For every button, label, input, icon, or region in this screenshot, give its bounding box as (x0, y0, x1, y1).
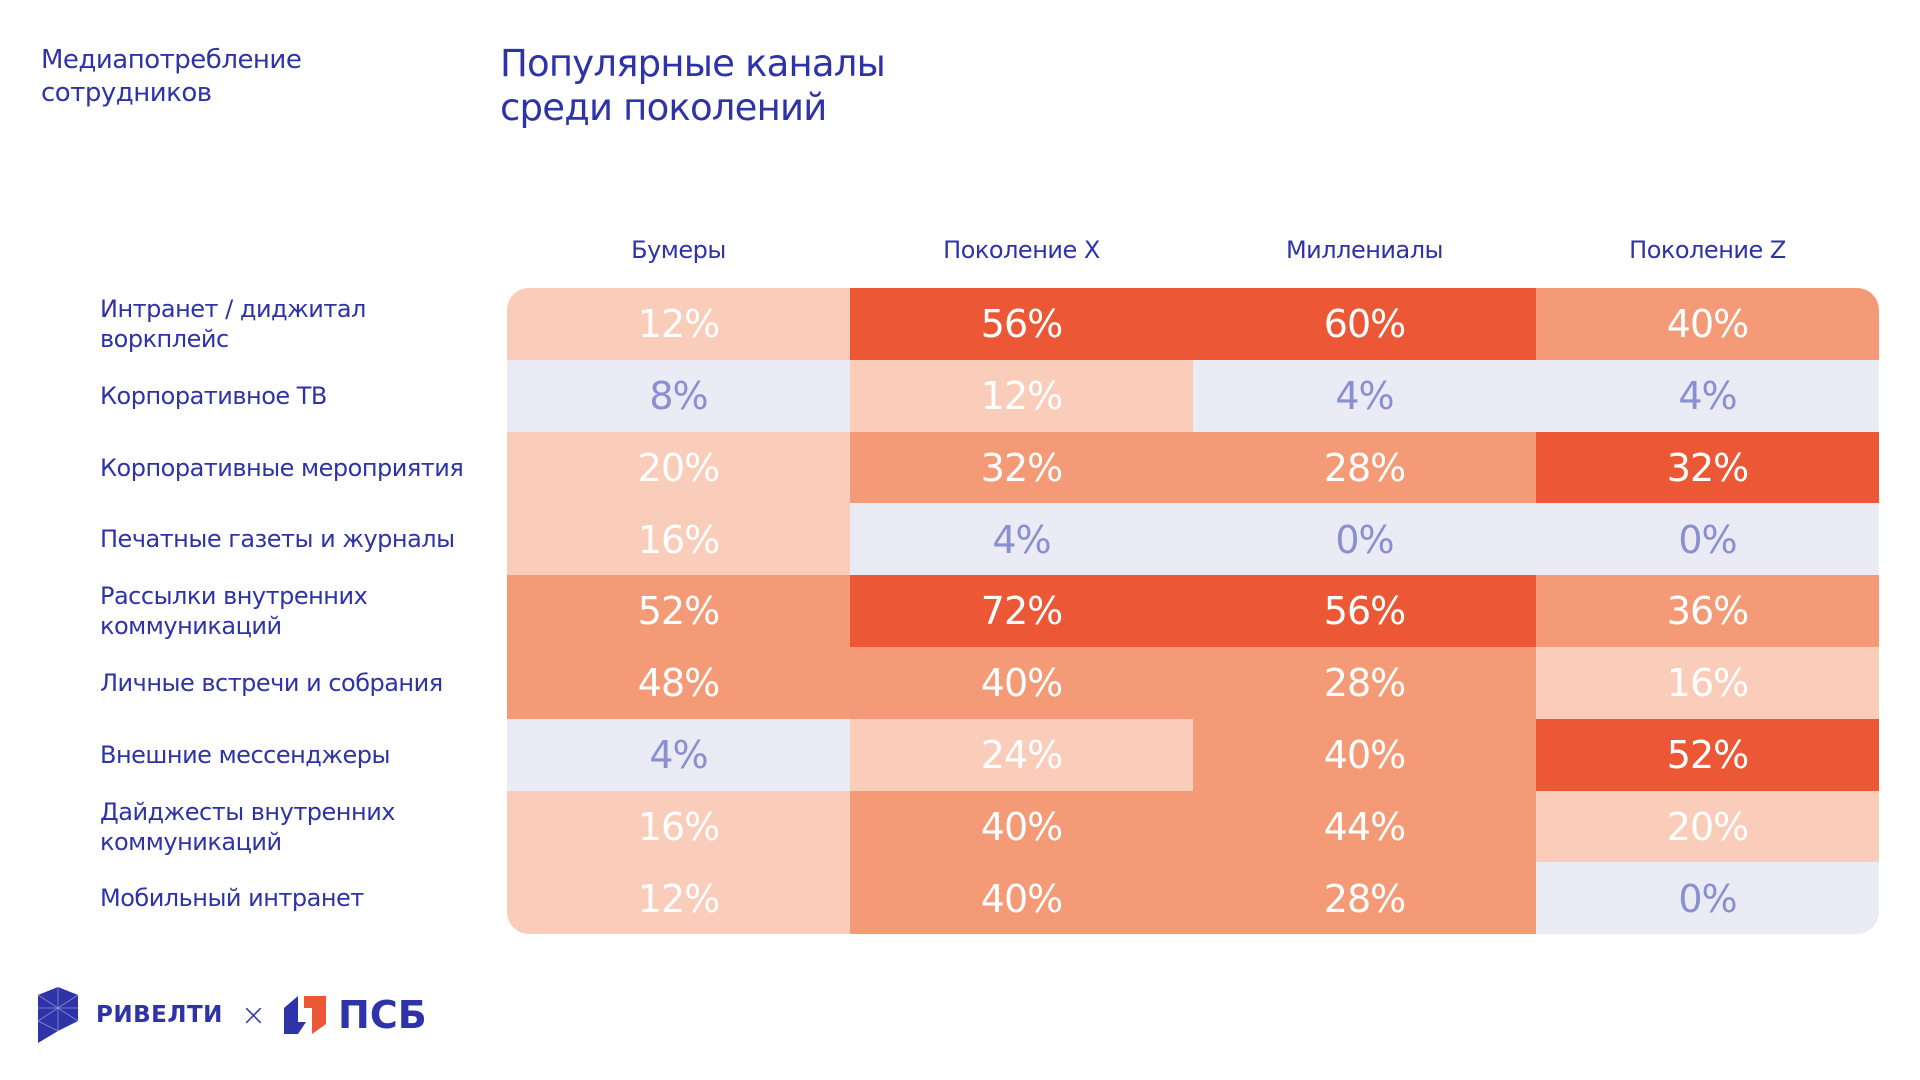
heatmap-cell: 44% (1193, 790, 1536, 863)
heatmap-cell: 40% (1193, 718, 1536, 792)
brand-psb: ПСБ (338, 993, 427, 1037)
row-label: Корпоративное ТВ (100, 381, 327, 410)
heatmap-cell: 4% (507, 718, 850, 792)
heatmap-cell: 16% (507, 790, 850, 863)
heatmap-cell: 32% (850, 431, 1193, 504)
heatmap-cell: 40% (1536, 288, 1879, 361)
heatmap-cell: 4% (1536, 359, 1879, 433)
row-label: Личные встречи и собрания (100, 669, 443, 697)
heatmap-cell: 40% (850, 647, 1193, 720)
psb-logo-icon (284, 996, 327, 1034)
heatmap-cell: 48% (507, 647, 850, 720)
heatmap-cell: 36% (1536, 575, 1879, 648)
heatmap-cell: 0% (1536, 503, 1879, 576)
heatmap-cell: 40% (850, 790, 1193, 863)
heatmap-cell: 24% (850, 718, 1193, 792)
row-label: Интранет / диджитал воркплейс (100, 295, 366, 353)
heatmap-cell: 0% (1193, 503, 1536, 576)
row-label: Печатные газеты и журналы (100, 525, 455, 554)
row-label: Корпоративные мероприятия (100, 453, 464, 482)
heatmap-cell: 20% (1536, 790, 1879, 863)
heatmap-cell: 52% (507, 575, 850, 648)
heatmap-cell: 12% (507, 288, 850, 361)
page-title: Популярные каналы среди поколений (500, 42, 886, 129)
heatmap-cell: 28% (1193, 431, 1536, 504)
heatmap-cell: 12% (507, 862, 850, 934)
heatmap-cell: 52% (1536, 718, 1879, 792)
rivelti-logo-icon (38, 987, 78, 1043)
heatmap-cell: 4% (1193, 359, 1536, 433)
heatmap-cell: 56% (850, 288, 1193, 361)
section-title: Медиапотребление сотрудников (41, 45, 302, 108)
heatmap-cell: 16% (507, 503, 850, 576)
heatmap-cell: 4% (850, 503, 1193, 576)
heatmap-cell: 40% (850, 862, 1193, 934)
column-header: Миллениалы (1285, 236, 1444, 264)
column-header: Поколение Z (1629, 236, 1786, 264)
brand-rivelti: РИВЕЛТИ (96, 1002, 223, 1028)
row-label: Рассылки внутренних коммуникаций (100, 582, 368, 641)
heatmap-cell: 32% (1536, 431, 1879, 504)
heatmap-table: 12% 56% 60% 40% 8% 12% 4% 4% 20% 32% 28% 32% 16% 4% 0%… (507, 288, 1879, 934)
heatmap-cell: 8% (507, 359, 850, 433)
heatmap-cell: 12% (850, 359, 1193, 433)
heatmap-cell: 72% (850, 575, 1193, 648)
row-label: Внешние мессенджеры (100, 740, 390, 769)
separator: × (240, 997, 267, 1033)
heatmap-cell: 28% (1193, 647, 1536, 720)
heatmap-cell: 60% (1193, 288, 1536, 361)
column-header: Бумеры (631, 236, 726, 264)
heatmap-cell: 16% (1536, 647, 1879, 720)
row-label: Мобильный интранет (100, 884, 364, 913)
footer-logos: РИВЕЛТИ × ПСБ (38, 985, 427, 1045)
column-header: Поколение X (943, 236, 1100, 264)
heatmap-cell: 0% (1536, 862, 1879, 934)
row-label: Дайджесты внутренних коммуникаций (100, 797, 396, 856)
heatmap-cell: 28% (1193, 862, 1536, 934)
heatmap-cell: 20% (507, 431, 850, 504)
heatmap-cell: 56% (1193, 575, 1536, 648)
